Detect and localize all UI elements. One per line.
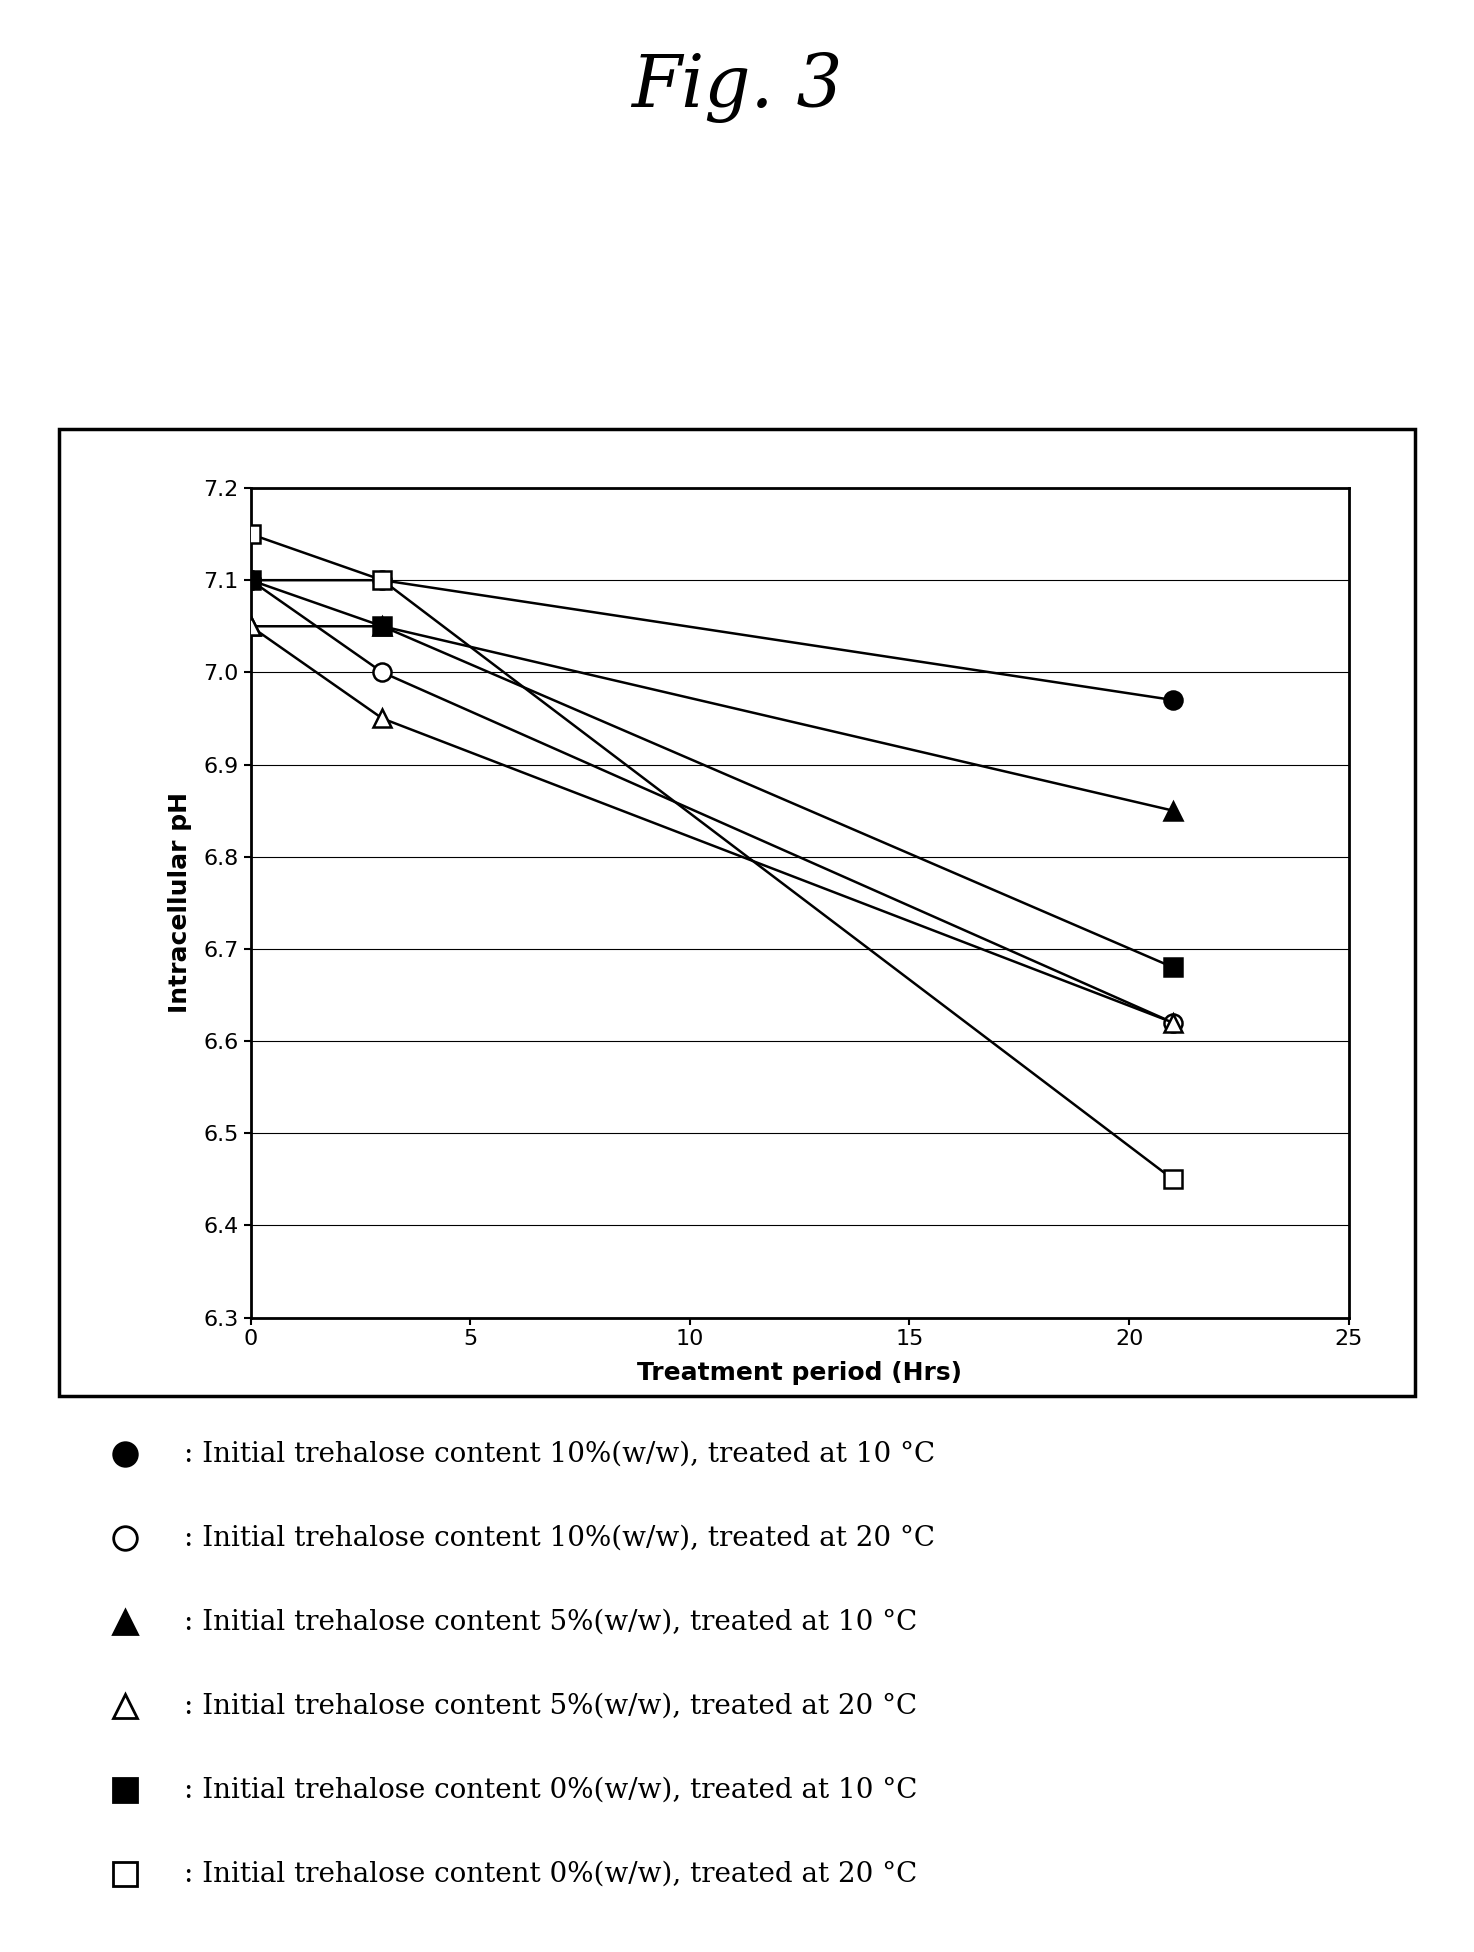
Text: : Initial trehalose content 5%(w/w), treated at 10 °C: : Initial trehalose content 5%(w/w), tre… — [184, 1608, 917, 1636]
Text: Fig. 3: Fig. 3 — [631, 53, 843, 123]
Y-axis label: Intracellular pH: Intracellular pH — [168, 793, 192, 1013]
Text: : Initial trehalose content 0%(w/w), treated at 10 °C: : Initial trehalose content 0%(w/w), tre… — [184, 1776, 918, 1804]
Text: : Initial trehalose content 5%(w/w), treated at 20 °C: : Initial trehalose content 5%(w/w), tre… — [184, 1692, 917, 1720]
X-axis label: Treatment period (Hrs): Treatment period (Hrs) — [637, 1361, 963, 1384]
Text: : Initial trehalose content 10%(w/w), treated at 10 °C: : Initial trehalose content 10%(w/w), tr… — [184, 1441, 936, 1468]
Text: : Initial trehalose content 10%(w/w), treated at 20 °C: : Initial trehalose content 10%(w/w), tr… — [184, 1525, 935, 1552]
Text: : Initial trehalose content 0%(w/w), treated at 20 °C: : Initial trehalose content 0%(w/w), tre… — [184, 1860, 917, 1888]
